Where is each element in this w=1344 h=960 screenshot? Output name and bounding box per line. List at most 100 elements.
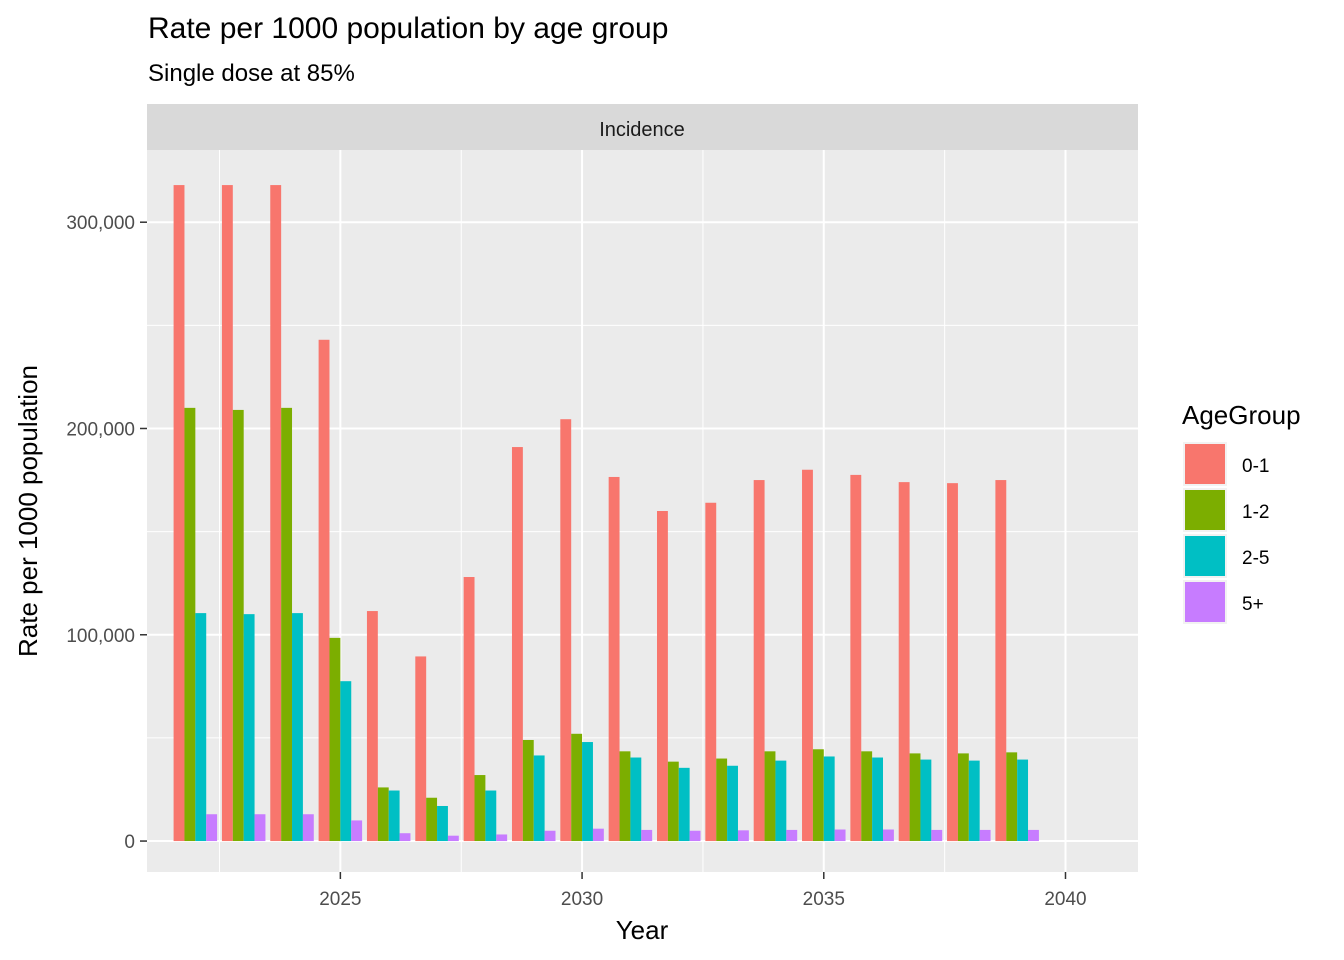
chart-subtitle: Single dose at 85%	[148, 60, 355, 87]
y-tick-label: 100,000	[66, 626, 135, 647]
bar-1-2-2030	[571, 733, 583, 842]
bar-0-1-2032	[657, 511, 668, 842]
legend-label-5+: 5+	[1242, 594, 1264, 615]
bar-1-2-2031	[619, 751, 631, 842]
bar-5+-2027	[447, 835, 459, 842]
bar-0-1-2037	[898, 482, 910, 842]
bar-2-5-2026	[388, 790, 400, 842]
legend-swatch-0-1	[1185, 444, 1225, 484]
bar-0-1-2039	[995, 480, 1007, 842]
bar-5+-2033	[737, 830, 749, 842]
bar-5+-2030	[592, 828, 604, 842]
legend-swatch-5+	[1185, 582, 1225, 622]
bar-1-2-2038	[957, 753, 969, 842]
bar-1-2-2035	[812, 749, 824, 842]
bar-5+-2022	[206, 814, 218, 842]
bar-2-5-2031	[630, 757, 642, 842]
bar-0-1-2029	[511, 447, 523, 842]
y-tick-label: 0	[124, 832, 135, 853]
facet-strip-label: Incidence	[599, 119, 685, 141]
bar-0-1-2036	[850, 474, 862, 842]
bar-2-5-2024	[292, 613, 303, 842]
bar-1-2-2022	[184, 407, 196, 842]
bar-0-1-2027	[415, 656, 427, 842]
y-axis: 0 100,000 200,000 300,000	[66, 213, 147, 853]
bar-2-5-2028	[485, 790, 497, 842]
bar-1-2-2024	[281, 407, 293, 842]
bar-5+-2023	[254, 814, 266, 842]
bar-0-1-2034	[753, 480, 765, 842]
bar-2-5-2023	[243, 614, 255, 842]
y-axis-label: Rate per 1000 population	[13, 365, 43, 657]
bar-1-2-2039	[1006, 752, 1018, 842]
bar-1-2-2029	[522, 739, 534, 842]
plot-panel	[147, 150, 1138, 872]
bar-5+-2037	[931, 829, 943, 842]
x-axis: 2025 2030 2035 2040	[319, 872, 1087, 910]
bar-5+-2038	[979, 829, 991, 842]
bar-0-1-2023	[221, 185, 233, 842]
bar-5+-2034	[786, 829, 798, 842]
bar-5+-2036	[883, 829, 894, 842]
bar-2-5-2039	[1017, 759, 1029, 842]
bar-0-1-2028	[463, 577, 475, 842]
bar-1-2-2028	[474, 775, 486, 842]
bar-2-5-2029	[533, 755, 545, 842]
bar-2-5-2022	[195, 613, 207, 842]
legend-title: AgeGroup	[1182, 400, 1301, 430]
bar-0-1-2026	[366, 611, 378, 842]
bar-5+-2032	[689, 830, 701, 842]
bar-5+-2039	[1028, 829, 1039, 842]
bar-2-5-2025	[340, 681, 352, 842]
bar-0-1-2038	[947, 483, 958, 842]
bar-2-5-2036	[872, 757, 883, 842]
x-axis-label: Year	[616, 915, 669, 945]
facet-strip	[147, 104, 1138, 150]
bar-2-5-2030	[582, 742, 593, 842]
bar-1-2-2026	[377, 787, 389, 842]
bar-5+-2026	[399, 833, 411, 842]
bar-0-1-2030	[560, 419, 572, 842]
bar-2-5-2038	[968, 760, 980, 842]
bar-1-2-2033	[716, 758, 728, 842]
legend-label-1-2: 1-2	[1242, 502, 1269, 523]
chart-title: Rate per 1000 population by age group	[148, 12, 669, 45]
bar-0-1-2031	[608, 476, 620, 842]
bar-1-2-2023	[232, 409, 244, 842]
bar-2-5-2033	[727, 765, 738, 842]
y-tick-label: 300,000	[66, 213, 135, 234]
y-tick-label: 200,000	[66, 419, 135, 440]
bar-0-1-2033	[705, 502, 717, 842]
bars	[173, 185, 1039, 842]
x-tick-label: 2025	[319, 889, 361, 910]
legend-label-2-5: 2-5	[1242, 548, 1269, 569]
bar-0-1-2024	[270, 185, 282, 842]
bar-5+-2024	[302, 814, 314, 842]
bar-1-2-2027	[426, 797, 438, 842]
legend-swatch-2-5	[1185, 536, 1225, 576]
bar-1-2-2032	[667, 761, 679, 842]
bar-2-5-2034	[775, 760, 787, 842]
x-tick-label: 2040	[1044, 889, 1086, 910]
legend-label-0-1: 0-1	[1242, 456, 1269, 477]
bar-5+-2028	[496, 834, 508, 842]
bar-1-2-2034	[764, 751, 776, 842]
legend: AgeGroup 0-1 1-2 2-5 5+	[1182, 400, 1301, 624]
bar-1-2-2036	[861, 751, 873, 842]
bar-1-2-2025	[329, 637, 341, 842]
bar-5+-2025	[351, 820, 363, 842]
bar-5+-2029	[544, 830, 556, 842]
x-tick-label: 2030	[561, 889, 603, 910]
bar-2-5-2035	[823, 756, 835, 842]
bar-0-1-2035	[802, 469, 813, 842]
bar-5+-2035	[834, 829, 846, 842]
gridlines	[147, 150, 1138, 872]
bar-2-5-2027	[437, 805, 448, 842]
bar-2-5-2037	[920, 759, 932, 842]
bar-1-2-2037	[909, 753, 921, 842]
bar-0-1-2022	[173, 185, 185, 842]
bar-2-5-2032	[678, 767, 690, 842]
bar-5+-2031	[641, 829, 653, 842]
x-tick-label: 2035	[803, 889, 845, 910]
